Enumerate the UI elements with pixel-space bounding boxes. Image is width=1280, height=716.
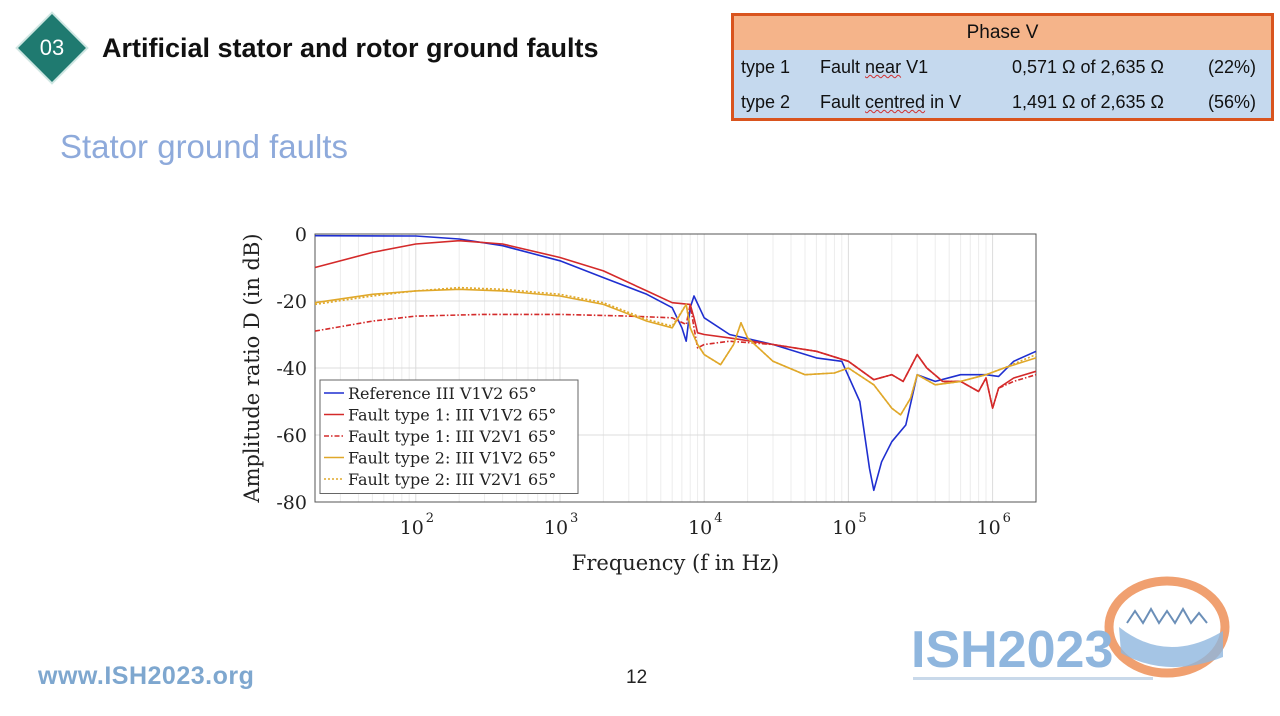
- y-tick-label: 0: [295, 224, 307, 246]
- y-tick-label: -60: [276, 425, 307, 447]
- phase-table-row: type 1 Fault near V1 0,571 Ω of 2,635 Ω …: [734, 50, 1271, 85]
- desc-word: near: [865, 57, 902, 77]
- desc-pre: Fault: [820, 92, 866, 112]
- section-badge: 03: [18, 14, 86, 82]
- x-tick-exponent: 3: [570, 511, 578, 526]
- fault-description-cell: Fault near V1: [820, 50, 928, 85]
- x-tick-label: 10: [544, 517, 568, 539]
- series-line: [314, 234, 1037, 492]
- y-tick-label: -40: [276, 358, 307, 380]
- slide-subtitle: Stator ground faults: [60, 128, 349, 165]
- legend-box: [319, 379, 579, 494]
- fault-description-cell: Fault centred in V: [820, 85, 961, 120]
- percentage-cell: (56%): [1208, 92, 1257, 112]
- series-line: [314, 303, 1037, 409]
- desc-post: V1: [901, 57, 929, 77]
- x-tick-exponent: 5: [858, 511, 866, 526]
- ish2023-logo-graphic: ISH2023: [911, 576, 1230, 680]
- y-tick-label: -80: [276, 492, 307, 514]
- plot-frame: [314, 233, 1037, 503]
- logo-text: ISH2023: [911, 621, 1113, 679]
- x-axis-label: Frequency (f in Hz): [572, 551, 779, 575]
- fault-type-cell: type 1: [741, 57, 791, 77]
- phase-table-row: type 2 Fault centred in V 1,491 Ω of 2,6…: [734, 85, 1271, 120]
- resistance-cell: 1,491 Ω of 2,635 Ω: [1012, 92, 1165, 112]
- x-tick-label: 10: [976, 517, 1000, 539]
- footer-url[interactable]: www.ISH2023.org: [38, 662, 255, 690]
- slide-title: Artificial stator and rotor ground fault…: [102, 33, 599, 63]
- series-line: [314, 286, 1037, 416]
- ish2023-logo: ISH2023: [905, 575, 1245, 695]
- fault-type-cell: type 2: [741, 92, 791, 112]
- percentage-cell: (22%): [1208, 57, 1257, 77]
- x-tick-exponent: 4: [714, 511, 722, 526]
- phase-table: Phase V type 1 Fault near V1 0,571 Ω of …: [731, 13, 1274, 121]
- legend-entry: Fault type 2: III V1V2 65°: [348, 449, 556, 468]
- page-number: 12: [626, 667, 648, 688]
- x-tick-exponent: 6: [1003, 511, 1011, 526]
- x-tick-exponent: 2: [426, 511, 434, 526]
- legend-entry: Fault type 1: III V1V2 65°: [348, 406, 556, 425]
- desc-post: in V: [925, 92, 962, 112]
- legend-entry: Reference III V1V2 65°: [348, 384, 537, 403]
- x-tick-label: 10: [400, 517, 424, 539]
- phase-table-header: Phase V: [734, 16, 1271, 50]
- y-axis-label: Amplitude ratio D (in dB): [240, 233, 264, 503]
- amplitude-ratio-chart: 0 -20 -40 -60 -80 10 2 10 3 10 4 10 5 10 6 Frequency (f…: [236, 218, 1056, 583]
- desc-word: centred: [865, 92, 926, 112]
- resistance-cell: 0,571 Ω of 2,635 Ω: [1012, 57, 1165, 77]
- x-tick-label: 10: [832, 517, 856, 539]
- legend-entry: Fault type 2: III V2V1 65°: [348, 470, 556, 489]
- legend-entry: Fault type 1: III V2V1 65°: [348, 427, 556, 446]
- x-tick-label: 10: [688, 517, 712, 539]
- desc-pre: Fault: [820, 57, 866, 77]
- y-tick-label: -20: [276, 291, 307, 313]
- section-number: 03: [39, 35, 65, 60]
